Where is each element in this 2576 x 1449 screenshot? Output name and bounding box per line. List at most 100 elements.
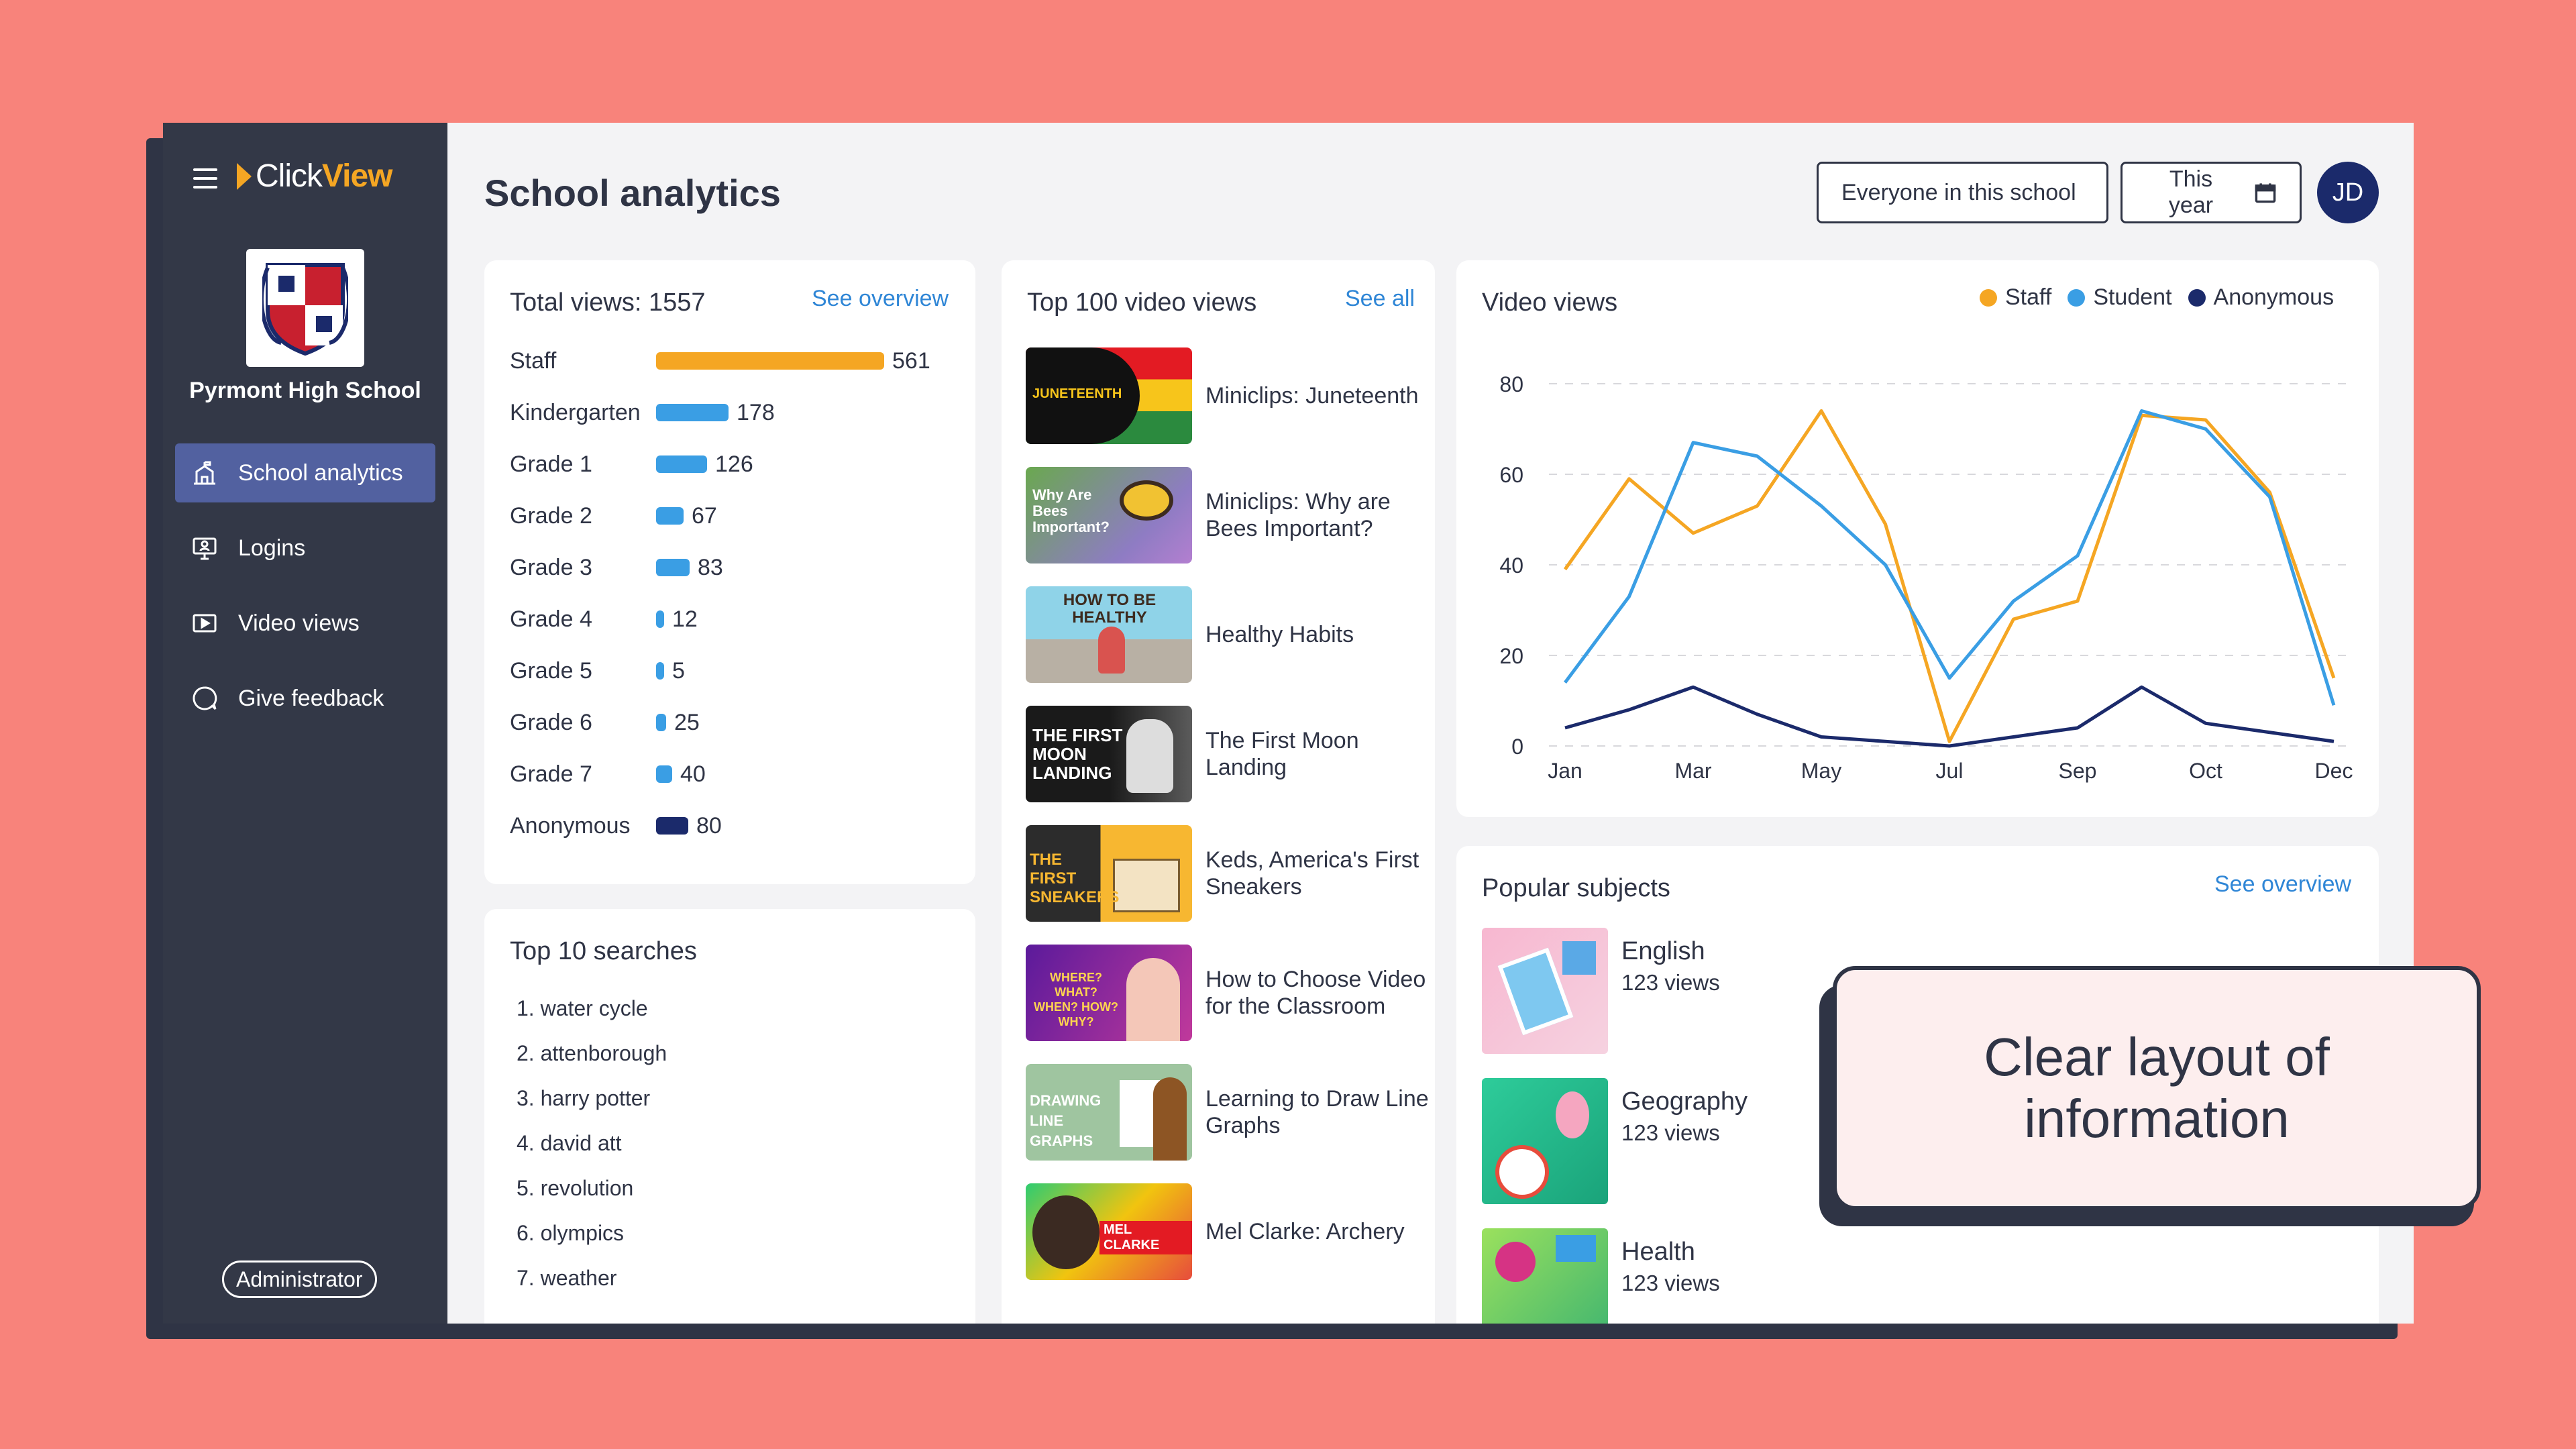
total-views-card: Total views: 1557 See overview Staff 561 K… <box>484 260 975 884</box>
bar-row: Kindergarten 178 <box>510 399 939 426</box>
video-item[interactable]: JUNETEENTH Miniclips: Juneteenth <box>1026 347 1435 444</box>
sidebar-item-label: Logins <box>238 535 306 561</box>
sidebar-item-label: Video views <box>238 610 360 636</box>
bar-row: Staff 561 <box>510 347 939 374</box>
x-tick-label: May <box>1801 759 1841 783</box>
subject-views: 123 views <box>1621 1271 1720 1295</box>
x-tick-label: Dec <box>2315 759 2353 783</box>
feature-callout: Clear layout of information <box>1833 966 2481 1210</box>
y-tick-label: 60 <box>1499 463 1523 487</box>
sidebar-item-video-views[interactable]: Video views <box>175 594 435 653</box>
x-tick-label: Sep <box>2059 759 2097 783</box>
user-avatar[interactable]: JD <box>2317 162 2379 223</box>
health-subject-image[interactable] <box>1482 1228 1608 1324</box>
bar <box>656 765 672 783</box>
audience-filter-button[interactable]: Everyone in this school <box>1817 162 2108 223</box>
bar-value: 80 <box>696 812 722 839</box>
subject-item[interactable]: Health 123 views <box>1482 1228 1720 1324</box>
subject-name: English <box>1621 937 1705 965</box>
video-title: Healthy Habits <box>1205 622 1354 647</box>
sidebar-item-give-feedback[interactable]: Give feedback <box>175 669 435 728</box>
bar-label: Grade 2 <box>510 502 592 529</box>
video-title: Miniclips: Why are Bees Important? <box>1205 489 1391 541</box>
video-title: Learning to Draw Line Graphs <box>1205 1086 1429 1138</box>
bar <box>656 559 690 576</box>
subject-item[interactable]: English 123 views <box>1482 928 1720 1054</box>
page-title: School analytics <box>484 172 781 214</box>
legend-anonymous-label: Anonymous <box>2213 284 2334 310</box>
callout-text: Clear layout of information <box>1984 1027 2330 1148</box>
x-tick-label: Mar <box>1674 759 1711 783</box>
period-filter-button[interactable]: This year <box>2121 162 2302 223</box>
sidebar-item-logins[interactable]: Logins <box>175 519 435 578</box>
video-thumbnail[interactable]: HOW TO BE HEALTHY <box>1026 586 1192 683</box>
bar-label: Grade 5 <box>510 657 592 684</box>
thumbnail-caption: Why Are Bees Important? <box>1032 486 1110 535</box>
video-item[interactable]: WHERE? WHAT? WHEN? HOW? WHY? How to Choo… <box>1026 945 1435 1041</box>
bar <box>656 404 729 421</box>
subjects-see-overview-link[interactable]: See overview <box>2214 871 2352 897</box>
video-views-chart: 0 20 40 60 80 Jan Mar May Jul Sep Oct Dec <box>1499 372 2353 783</box>
search-item[interactable]: 5. revolution <box>517 1176 634 1200</box>
subject-item[interactable]: Geography 123 views <box>1482 1078 1748 1204</box>
search-item[interactable]: 4. david att <box>517 1131 622 1155</box>
top-searches-title: Top 10 searches <box>510 937 697 965</box>
video-thumbnail[interactable]: MEL CLARKE <box>1026 1183 1192 1280</box>
bar-row: Grade 3 83 <box>510 554 939 581</box>
hamburger-menu-icon[interactable] <box>193 168 217 189</box>
sidebar-item-school-analytics[interactable]: School analytics <box>175 443 435 502</box>
video-title: Miniclips: Juneteenth <box>1205 383 1419 409</box>
sidebar-item-label: School analytics <box>238 460 403 486</box>
subject-views: 123 views <box>1621 1120 1720 1145</box>
search-item[interactable]: 1. water cycle <box>517 996 648 1020</box>
bar-label: Grade 1 <box>510 451 592 477</box>
subject-views: 123 views <box>1621 970 1720 995</box>
video-thumbnail[interactable]: THE FIRST MOON LANDING <box>1026 706 1192 802</box>
english-subject-image[interactable] <box>1482 928 1608 1054</box>
bar <box>656 352 884 370</box>
bar-value: 40 <box>680 761 706 787</box>
video-item[interactable]: THE FIRST SNEAKERS Keds, America's First… <box>1026 825 1435 922</box>
video-thumbnail[interactable]: Why Are Bees Important? <box>1026 467 1192 564</box>
clickview-logo[interactable]: ClickView <box>237 158 393 195</box>
sidebar-item-label: Give feedback <box>238 685 384 711</box>
school-analytics-icon <box>191 460 218 486</box>
bar-row: Grade 4 12 <box>510 606 939 633</box>
bar-label: Grade 3 <box>510 554 592 580</box>
video-item[interactable]: DRAWING LINE GRAPHS Learning to Draw Lin… <box>1026 1064 1435 1161</box>
legend-student-dot <box>2068 288 2086 307</box>
sidebar-nav: School analytics Logins Video views Give… <box>175 443 435 744</box>
chart-legend: Staff Student Anonymous <box>1980 284 2334 311</box>
video-title: Keds, America's First Sneakers <box>1205 847 1419 900</box>
video-thumbnail[interactable]: DRAWING LINE GRAPHS <box>1026 1064 1192 1161</box>
calendar-icon <box>2254 181 2277 204</box>
video-item[interactable]: THE FIRST MOON LANDING The First Moon La… <box>1026 706 1435 802</box>
video-item[interactable]: HOW TO BE HEALTHY Healthy Habits <box>1026 586 1435 683</box>
bar <box>656 610 664 628</box>
thumbnail-caption: HOW TO BE HEALTHY <box>1063 591 1157 627</box>
search-item[interactable]: 7. weather <box>517 1266 617 1290</box>
bar-value: 12 <box>672 606 698 632</box>
subject-name: Geography <box>1621 1087 1748 1116</box>
bar <box>656 714 666 731</box>
logins-icon <box>191 535 218 561</box>
logo-click: Click <box>256 158 323 194</box>
video-item[interactable]: Why Are Bees Important? Miniclips: Why a… <box>1026 467 1435 564</box>
bar-value: 5 <box>672 657 685 684</box>
geography-subject-image[interactable] <box>1482 1078 1608 1204</box>
bar-value: 126 <box>715 451 753 477</box>
video-thumbnail[interactable]: JUNETEENTH <box>1026 347 1192 444</box>
bar <box>656 455 707 473</box>
search-item[interactable]: 2. attenborough <box>517 1041 667 1065</box>
video-thumbnail[interactable]: THE FIRST SNEAKERS <box>1026 825 1192 922</box>
bar-label: Staff <box>510 347 557 374</box>
audience-filter-label: Everyone in this school <box>1841 179 2076 205</box>
see-overview-link[interactable]: See overview <box>812 286 949 311</box>
video-item[interactable]: MEL CLARKE Mel Clarke: Archery <box>1026 1183 1435 1280</box>
see-all-link[interactable]: See all <box>1345 286 1415 311</box>
video-thumbnail[interactable]: WHERE? WHAT? WHEN? HOW? WHY? <box>1026 945 1192 1041</box>
search-item[interactable]: 3. harry potter <box>517 1086 651 1110</box>
logo-view: View <box>322 158 393 194</box>
search-item[interactable]: 6. olympics <box>517 1221 625 1245</box>
school-crest <box>246 249 364 367</box>
